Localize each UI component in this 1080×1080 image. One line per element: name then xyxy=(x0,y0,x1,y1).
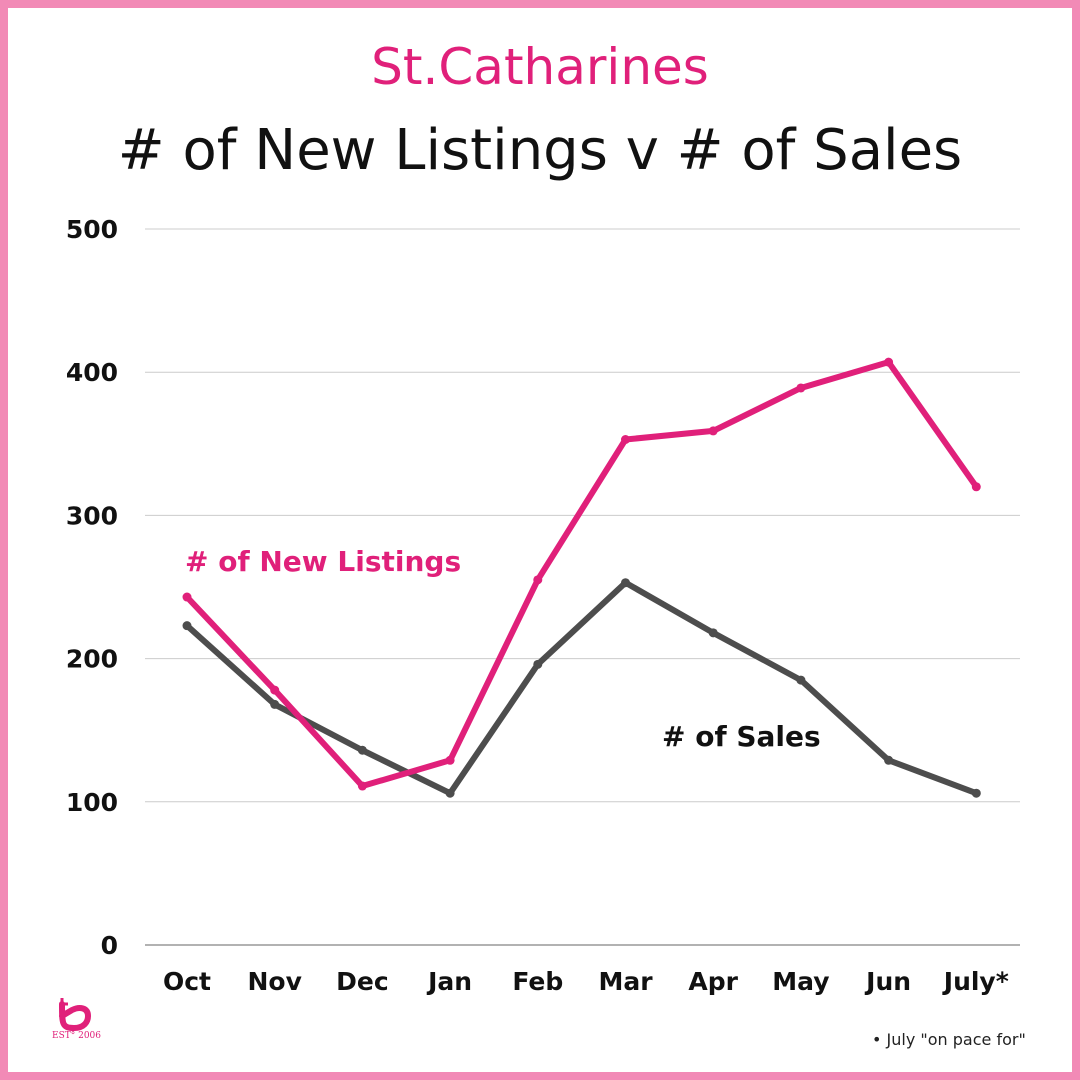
data-point-sales xyxy=(708,628,718,638)
data-point-new-listings xyxy=(445,755,455,765)
data-point-sales xyxy=(270,699,280,709)
series-line-new-listings xyxy=(184,359,980,790)
data-point-sales xyxy=(182,621,192,631)
y-tick-label: 0 xyxy=(101,931,118,960)
y-tick-label: 500 xyxy=(66,215,118,244)
data-point-new-listings xyxy=(796,383,806,393)
data-point-sales xyxy=(884,755,894,765)
data-point-new-listings xyxy=(270,685,280,695)
series-lines xyxy=(182,357,981,798)
data-point-new-listings xyxy=(708,426,718,436)
data-point-new-listings xyxy=(621,435,630,445)
data-point-new-listings xyxy=(971,482,981,492)
brand-logo-icon xyxy=(59,998,92,1032)
data-point-new-listings xyxy=(884,357,894,367)
grid-lines xyxy=(145,228,1020,946)
series-line-sales xyxy=(184,579,980,797)
x-tick-label: Oct xyxy=(163,967,211,996)
y-tick-label: 400 xyxy=(66,358,118,387)
chart-title: # of New Listings v # of Sales xyxy=(117,118,963,183)
x-tick-label: Mar xyxy=(598,967,653,996)
data-point-sales xyxy=(796,675,806,685)
data-point-sales xyxy=(621,578,630,588)
data-point-sales xyxy=(971,788,981,798)
data-point-new-listings xyxy=(533,575,543,585)
x-tick-label: July* xyxy=(942,967,1009,996)
data-point-sales xyxy=(445,788,455,798)
x-axis-ticks: Oct Nov Dec Jan Feb Mar Apr May Jun July* xyxy=(163,967,1009,996)
x-tick-label: Nov xyxy=(247,967,301,996)
series-label-new-listings: # of New Listings xyxy=(185,545,461,578)
x-tick-label: May xyxy=(772,967,829,996)
x-tick-label: Feb xyxy=(512,967,563,996)
x-tick-label: Jun xyxy=(864,967,911,996)
data-point-new-listings xyxy=(182,592,192,602)
y-tick-label: 100 xyxy=(66,788,118,817)
y-axis-ticks: 0 100 200 300 400 500 xyxy=(66,215,118,960)
x-tick-label: Dec xyxy=(336,967,389,996)
chart-title-city: St.Catharines xyxy=(371,38,709,96)
x-tick-label: Jan xyxy=(426,967,472,996)
data-point-sales xyxy=(533,659,543,669)
logo-established-text: EST° 2006 xyxy=(52,1031,102,1041)
footnote-text: July "on pace for" xyxy=(886,1030,1026,1049)
data-point-sales xyxy=(357,745,367,755)
y-tick-label: 200 xyxy=(66,645,118,674)
x-tick-label: Apr xyxy=(688,967,738,996)
footnote: • July "on pace for" xyxy=(872,1030,1026,1049)
series-label-sales: # of Sales xyxy=(662,720,821,753)
data-point-new-listings xyxy=(357,781,367,791)
y-tick-label: 300 xyxy=(66,501,118,530)
